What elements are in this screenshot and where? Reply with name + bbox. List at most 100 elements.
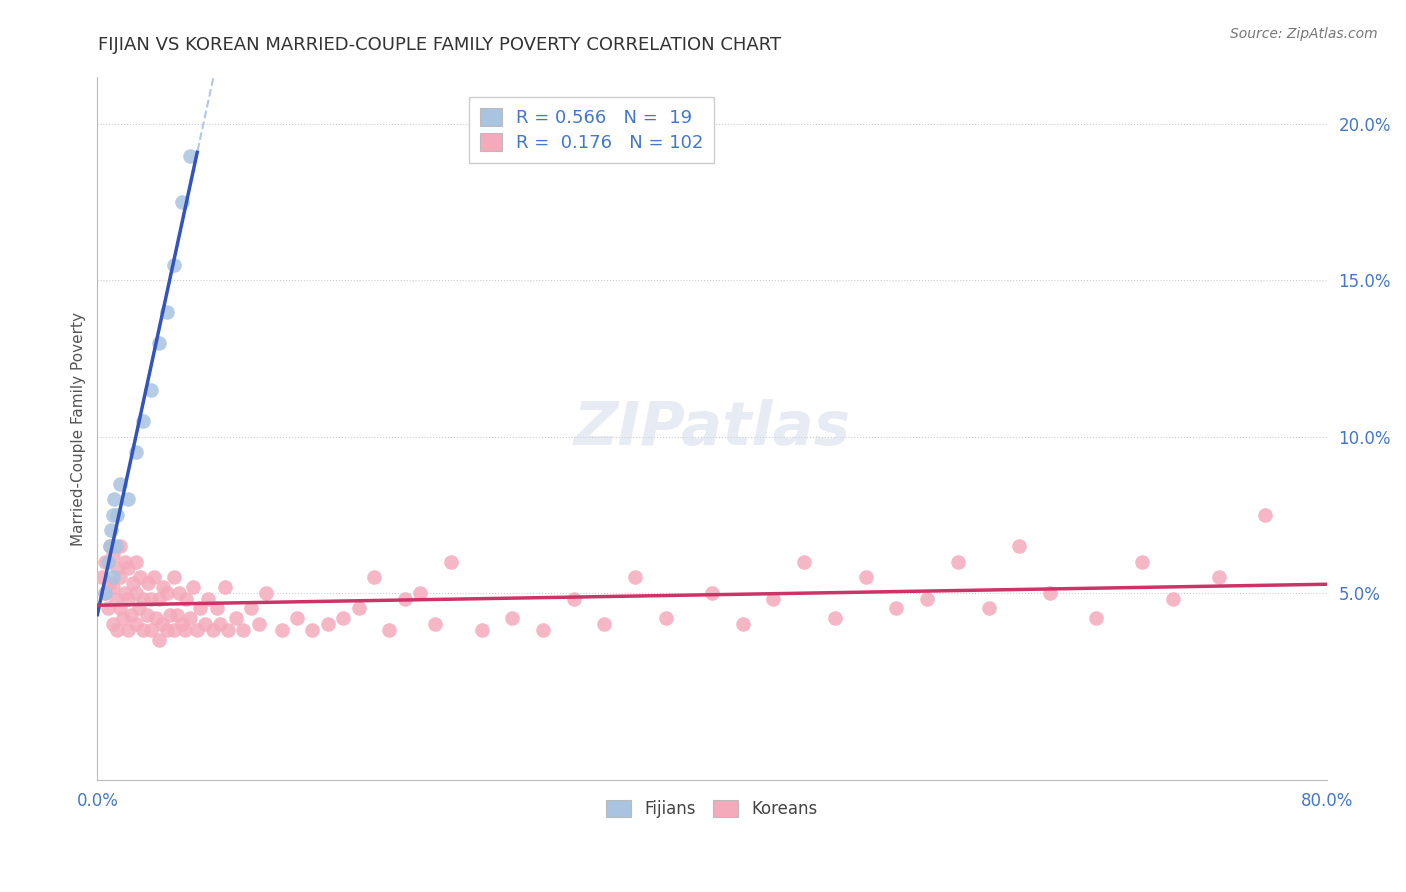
Point — [205, 601, 228, 615]
Point — [97, 555, 120, 569]
Point — [179, 611, 201, 625]
Point — [762, 592, 785, 607]
Point — [247, 617, 270, 632]
Point — [378, 624, 401, 638]
Point — [347, 601, 370, 615]
Point — [1161, 592, 1184, 607]
Point — [110, 570, 132, 584]
Point — [121, 576, 143, 591]
Y-axis label: Married-Couple Family Poverty: Married-Couple Family Poverty — [72, 312, 86, 546]
Point — [163, 624, 186, 638]
Point — [593, 617, 616, 632]
Point — [316, 617, 339, 632]
Point — [94, 586, 117, 600]
Point — [145, 611, 167, 625]
Point — [946, 555, 969, 569]
Point — [179, 148, 201, 162]
Point — [1130, 555, 1153, 569]
Point — [409, 586, 432, 600]
Point — [132, 624, 155, 638]
Point — [125, 555, 148, 569]
Point — [114, 586, 136, 600]
Point — [101, 580, 124, 594]
Point — [186, 624, 208, 638]
Point — [135, 607, 157, 622]
Point — [167, 586, 190, 600]
Point — [114, 555, 136, 569]
Point — [100, 524, 122, 538]
Point — [1254, 508, 1277, 522]
Point — [562, 592, 585, 607]
Point — [101, 617, 124, 632]
Point — [470, 624, 492, 638]
Point — [209, 617, 232, 632]
Point — [197, 592, 219, 607]
Point — [105, 508, 128, 522]
Point — [98, 576, 121, 591]
Point — [240, 601, 263, 615]
Point — [98, 539, 121, 553]
Point — [104, 539, 127, 553]
Point — [194, 617, 217, 632]
Legend: Fijians, Koreans: Fijians, Koreans — [600, 793, 824, 825]
Point — [110, 476, 132, 491]
Point — [1085, 611, 1108, 625]
Point — [125, 617, 148, 632]
Point — [98, 539, 121, 553]
Point — [117, 561, 139, 575]
Point — [125, 445, 148, 459]
Point — [188, 601, 211, 615]
Point — [531, 624, 554, 638]
Point — [117, 592, 139, 607]
Point — [159, 607, 181, 622]
Point — [793, 555, 815, 569]
Point — [1008, 539, 1031, 553]
Point — [270, 624, 292, 638]
Point — [150, 617, 173, 632]
Point — [181, 580, 204, 594]
Point — [104, 592, 127, 607]
Point — [170, 195, 193, 210]
Point — [94, 555, 117, 569]
Point — [139, 592, 162, 607]
Point — [501, 611, 523, 625]
Point — [110, 601, 132, 615]
Point — [125, 586, 148, 600]
Point — [700, 586, 723, 600]
Point — [217, 624, 239, 638]
Point — [155, 586, 177, 600]
Point — [132, 414, 155, 428]
Point — [129, 570, 152, 584]
Point — [301, 624, 323, 638]
Point — [155, 304, 177, 318]
Point — [232, 624, 254, 638]
Point — [254, 586, 277, 600]
Point — [91, 570, 114, 584]
Point — [148, 632, 170, 647]
Point — [170, 617, 193, 632]
Point — [163, 258, 186, 272]
Point — [824, 611, 846, 625]
Point — [214, 580, 236, 594]
Point — [440, 555, 463, 569]
Point — [132, 592, 155, 607]
Point — [225, 611, 247, 625]
Text: FIJIAN VS KOREAN MARRIED-COUPLE FAMILY POVERTY CORRELATION CHART: FIJIAN VS KOREAN MARRIED-COUPLE FAMILY P… — [98, 36, 782, 54]
Point — [332, 611, 354, 625]
Point — [110, 539, 132, 553]
Point — [624, 570, 647, 584]
Point — [425, 617, 447, 632]
Point — [285, 611, 308, 625]
Point — [105, 561, 128, 575]
Point — [94, 586, 117, 600]
Point — [886, 601, 908, 615]
Point — [977, 601, 1000, 615]
Text: Source: ZipAtlas.com: Source: ZipAtlas.com — [1230, 27, 1378, 41]
Text: ZIPatlas: ZIPatlas — [574, 400, 851, 458]
Point — [855, 570, 877, 584]
Point — [201, 624, 224, 638]
Point — [101, 570, 124, 584]
Point — [1208, 570, 1230, 584]
Point — [148, 592, 170, 607]
Point — [105, 624, 128, 638]
